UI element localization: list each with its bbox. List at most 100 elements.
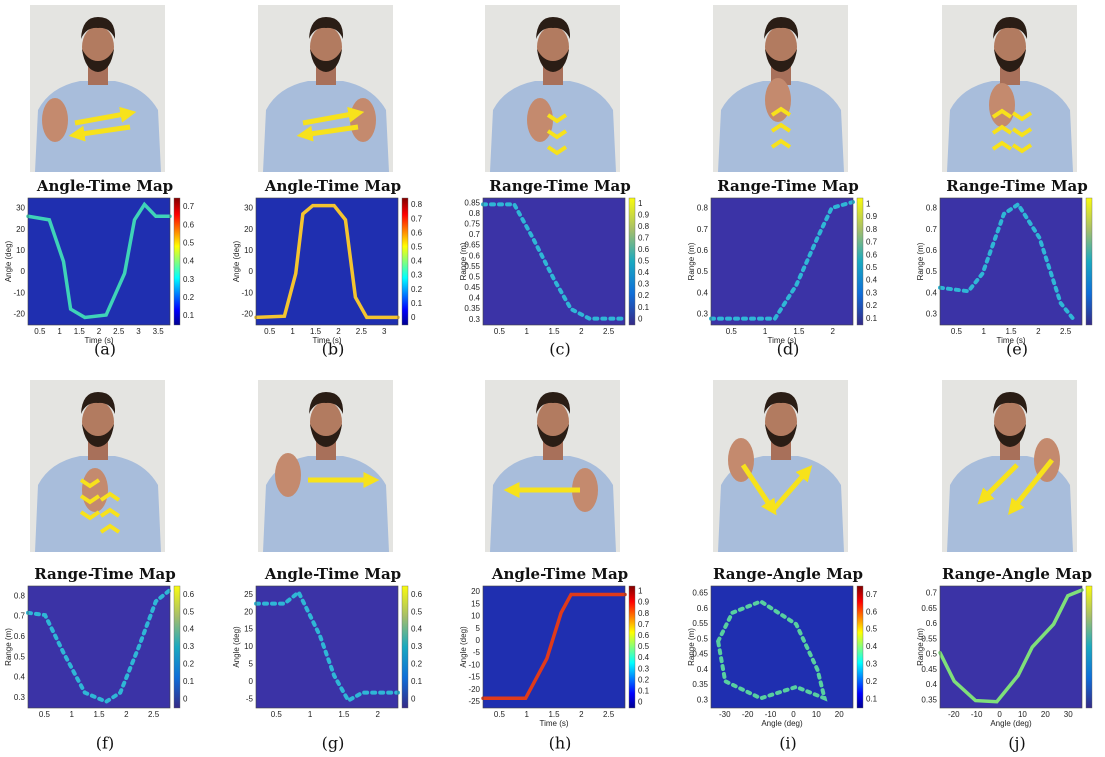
- y-tick-label: 0.8: [697, 204, 709, 213]
- y-tick-label: 0.4: [926, 680, 938, 689]
- x-tick-label: 1.5: [310, 327, 322, 336]
- colorbar: [857, 198, 863, 325]
- x-axis-label: Time (s): [539, 719, 568, 728]
- y-axis-label: Angle (deg): [232, 626, 241, 668]
- x-tick-label: 1: [69, 710, 74, 719]
- photo: [30, 380, 165, 552]
- colorbar-tick-label: 0.7: [638, 620, 650, 629]
- x-tick-label: 0.5: [264, 327, 276, 336]
- hand: [82, 468, 108, 512]
- colorbar-tick-label: 0.8: [411, 200, 423, 209]
- x-tick-label: -30: [719, 710, 731, 719]
- colorbar-tick-label: 0.1: [638, 303, 650, 312]
- colorbar-tick-label: 0.2: [183, 660, 195, 669]
- y-tick-label: 0: [21, 267, 26, 276]
- x-tick-label: 0.5: [494, 327, 506, 336]
- y-tick-label: 5: [249, 660, 254, 669]
- y-tick-label: 0.65: [692, 589, 708, 598]
- map-title: Range-Time Map: [34, 565, 176, 583]
- y-tick-label: 0.5: [697, 634, 709, 643]
- y-axis-label: Range (m): [4, 628, 13, 666]
- x-tick-label: 0.5: [39, 710, 51, 719]
- colorbar-tick-label: 0.5: [183, 238, 195, 247]
- photo: [713, 5, 848, 172]
- heatmap: [483, 586, 625, 708]
- y-tick-label: 0.6: [469, 251, 481, 260]
- y-tick-label: 0.3: [469, 315, 481, 324]
- heatmap: [483, 198, 625, 325]
- caption: (e): [1006, 340, 1028, 359]
- colorbar-tick-label: 0.8: [866, 225, 878, 234]
- colorbar-tick-label: 0.1: [866, 314, 878, 323]
- y-tick-label: 0.8: [469, 209, 481, 218]
- colorbar-tick-label: 0.4: [866, 276, 878, 285]
- x-tick-label: 2: [97, 327, 102, 336]
- figure-canvas: Angle-Time Map0.511.522.533.53020100-10-…: [0, 0, 1105, 757]
- map-title: Range-Angle Map: [942, 565, 1092, 583]
- x-tick-label: 2: [124, 710, 129, 719]
- hand: [275, 453, 301, 497]
- y-tick-label: 0.5: [926, 267, 938, 276]
- hand: [42, 98, 68, 142]
- colorbar-tick-label: 0.1: [411, 677, 423, 686]
- caption: (b): [322, 340, 345, 359]
- x-tick-label: 3: [136, 327, 141, 336]
- y-axis-label: Range (m): [916, 242, 925, 280]
- colorbar-tick-label: 0.4: [183, 257, 195, 266]
- y-tick-label: -20: [241, 310, 253, 319]
- shirt: [490, 456, 616, 552]
- x-tick-label: 1.5: [1005, 327, 1017, 336]
- x-tick-label: 2: [830, 327, 835, 336]
- shirt: [490, 81, 616, 172]
- caption: (d): [777, 340, 800, 359]
- photo: [485, 5, 620, 172]
- x-tick-label: 2.5: [148, 710, 160, 719]
- colorbar-tick-label: 0.7: [183, 202, 195, 211]
- photo: [942, 380, 1077, 552]
- caption: (c): [549, 340, 570, 359]
- colorbar-tick-label: 0.6: [866, 250, 878, 259]
- y-tick-label: 0.7: [697, 225, 709, 234]
- y-tick-label: 0.3: [14, 693, 26, 702]
- y-tick-label: 30: [16, 204, 25, 213]
- colorbar: [1086, 198, 1092, 325]
- x-tick-label: 1.5: [338, 710, 350, 719]
- colorbar-tick-label: 0.7: [866, 590, 878, 599]
- y-tick-label: 0.4: [697, 288, 709, 297]
- colorbar-tick-label: 0.7: [411, 214, 423, 223]
- colorbar-tick-label: 0.4: [638, 653, 650, 662]
- colorbar: [174, 586, 180, 708]
- map-title: Range-Time Map: [717, 177, 859, 195]
- x-tick-label: 1: [290, 327, 295, 336]
- x-tick-label: 1.5: [93, 710, 105, 719]
- y-tick-label: 0.35: [692, 680, 708, 689]
- y-tick-label: 0.6: [926, 619, 938, 628]
- map-title: Range-Angle Map: [713, 565, 863, 583]
- figure: Angle-Time Map0.511.522.533.53020100-10-…: [0, 0, 1105, 757]
- y-tick-label: 0.55: [692, 619, 708, 628]
- colorbar-tick-label: 0.2: [411, 660, 423, 669]
- x-tick-label: 0: [791, 710, 796, 719]
- y-tick-label: 0.4: [469, 294, 481, 303]
- photo: [30, 5, 165, 172]
- y-tick-label: 10: [471, 612, 480, 621]
- colorbar-tick-label: 0.5: [638, 642, 650, 651]
- caption: (g): [322, 734, 345, 753]
- y-tick-label: 0.5: [697, 267, 709, 276]
- y-axis-label: Angle (deg): [232, 240, 241, 282]
- y-tick-label: 0.3: [926, 310, 938, 319]
- colorbar-tick-label: 0.1: [183, 677, 195, 686]
- colorbar-tick-label: 0.6: [411, 228, 423, 237]
- colorbar-tick-label: 0.5: [866, 263, 878, 272]
- y-tick-label: 0.6: [926, 246, 938, 255]
- y-tick-label: -25: [468, 697, 480, 706]
- x-tick-label: 1.5: [548, 710, 560, 719]
- colorbar-tick-label: 0.5: [866, 625, 878, 634]
- colorbar-tick-label: 0.5: [183, 607, 195, 616]
- colorbar-tick-label: 0.6: [183, 590, 195, 599]
- y-tick-label: -15: [468, 673, 480, 682]
- colorbar-tick-label: 0.1: [638, 686, 650, 695]
- y-tick-label: 0.6: [697, 246, 709, 255]
- colorbar: [857, 586, 863, 708]
- y-tick-label: -10: [468, 660, 480, 669]
